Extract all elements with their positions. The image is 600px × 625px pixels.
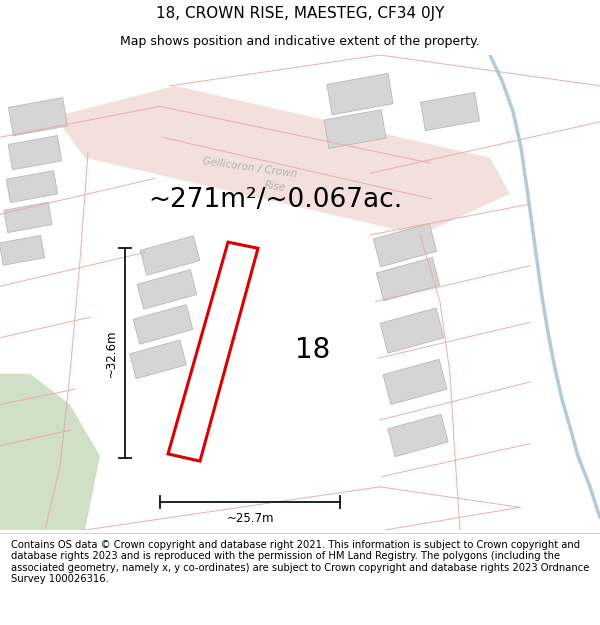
Polygon shape xyxy=(421,92,479,131)
Polygon shape xyxy=(55,86,510,235)
Text: Rise: Rise xyxy=(263,180,287,193)
Text: Contains OS data © Crown copyright and database right 2021. This information is : Contains OS data © Crown copyright and d… xyxy=(11,539,589,584)
Text: ~271m²/~0.067ac.: ~271m²/~0.067ac. xyxy=(148,187,402,213)
Polygon shape xyxy=(137,269,197,309)
Polygon shape xyxy=(373,224,437,267)
Polygon shape xyxy=(376,258,440,301)
Polygon shape xyxy=(324,109,386,148)
Polygon shape xyxy=(140,236,200,275)
Text: Map shows position and indicative extent of the property.: Map shows position and indicative extent… xyxy=(120,35,480,48)
Polygon shape xyxy=(0,236,44,265)
Text: 18, CROWN RISE, MAESTEG, CF34 0JY: 18, CROWN RISE, MAESTEG, CF34 0JY xyxy=(156,6,444,21)
Polygon shape xyxy=(383,359,447,404)
Polygon shape xyxy=(8,136,62,170)
Text: 18: 18 xyxy=(295,336,330,364)
Polygon shape xyxy=(7,171,58,202)
Polygon shape xyxy=(380,308,444,353)
Polygon shape xyxy=(4,202,52,232)
Text: Gellicoron / Crown: Gellicoron / Crown xyxy=(202,156,298,179)
Text: ~32.6m: ~32.6m xyxy=(104,329,118,377)
Polygon shape xyxy=(0,374,100,530)
Polygon shape xyxy=(388,414,448,457)
Polygon shape xyxy=(327,73,393,115)
Polygon shape xyxy=(130,340,187,379)
Polygon shape xyxy=(8,98,68,136)
Text: ~25.7m: ~25.7m xyxy=(226,512,274,525)
Polygon shape xyxy=(133,304,193,344)
